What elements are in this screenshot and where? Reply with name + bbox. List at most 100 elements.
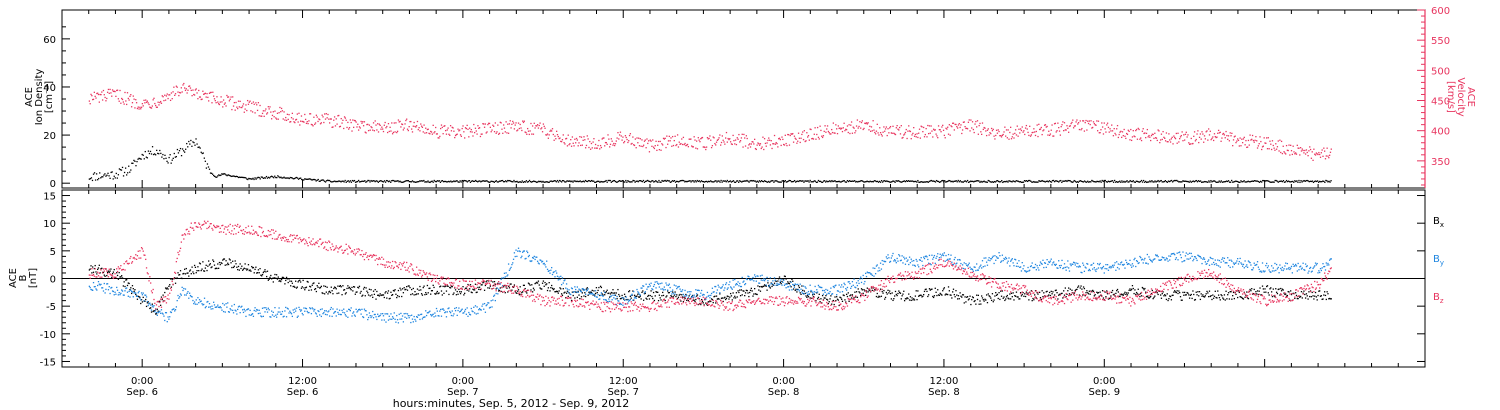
- data-point: [217, 103, 220, 105]
- data-point: [1139, 138, 1141, 140]
- data-point: [869, 125, 871, 128]
- data-point: [361, 295, 363, 297]
- data-point: [567, 134, 569, 136]
- data-point: [430, 290, 433, 292]
- data-point: [320, 122, 323, 124]
- data-point: [112, 271, 115, 273]
- data-point: [1096, 180, 1098, 183]
- data-point: [958, 298, 960, 300]
- data-point: [256, 272, 258, 274]
- data-point: [1070, 293, 1072, 296]
- data-point: [807, 134, 810, 137]
- data-point: [1050, 290, 1052, 293]
- data-point: [582, 139, 584, 141]
- data-point: [1209, 295, 1211, 298]
- data-point: [1049, 294, 1052, 297]
- data-point: [599, 181, 601, 183]
- data-point: [1067, 127, 1069, 129]
- data-point: [979, 300, 981, 302]
- data-point: [172, 91, 174, 93]
- data-point: [686, 181, 688, 183]
- data-point: [559, 180, 562, 182]
- data-point: [1140, 292, 1142, 295]
- data-point: [157, 152, 159, 155]
- data-point: [998, 130, 1000, 133]
- data-point: [546, 289, 549, 292]
- data-point: [1265, 142, 1267, 144]
- data-point: [270, 274, 272, 277]
- data-point: [691, 294, 694, 297]
- data-point: [1324, 291, 1326, 293]
- data-point: [539, 287, 541, 289]
- data-point: [495, 288, 497, 290]
- data-point: [274, 306, 276, 309]
- data-point: [430, 180, 432, 183]
- data-point: [216, 96, 218, 98]
- data-point: [1238, 181, 1240, 183]
- data-point: [1152, 297, 1154, 300]
- data-point: [180, 294, 182, 296]
- data-point: [150, 153, 153, 155]
- data-point: [378, 295, 380, 297]
- data-point: [1009, 293, 1011, 295]
- data-point: [937, 137, 939, 139]
- data-point: [211, 173, 214, 175]
- data-point: [196, 92, 198, 94]
- data-point: [403, 287, 405, 289]
- data-point: [444, 125, 446, 127]
- data-point: [1040, 298, 1042, 301]
- data-point: [483, 302, 486, 305]
- data-point: [685, 144, 687, 147]
- data-point: [628, 134, 631, 137]
- data-point: [163, 99, 165, 102]
- data-point: [354, 293, 356, 295]
- data-point: [1005, 296, 1008, 298]
- data-point: [888, 180, 890, 183]
- data-point: [520, 127, 522, 129]
- data-point: [521, 291, 523, 294]
- data-point: [324, 113, 326, 115]
- data-point: [944, 137, 946, 139]
- data-point: [1150, 295, 1152, 298]
- data-point: [747, 180, 749, 182]
- data-point: [1244, 144, 1246, 146]
- data-point: [144, 300, 146, 302]
- data-point: [1021, 181, 1024, 183]
- data-point: [219, 174, 221, 177]
- data-point: [931, 130, 933, 132]
- data-point: [107, 289, 110, 291]
- data-point: [1045, 180, 1047, 183]
- data-point: [928, 125, 931, 127]
- data-point: [647, 140, 650, 142]
- data-point: [197, 98, 199, 100]
- data-point: [860, 180, 862, 182]
- data-point: [953, 293, 955, 296]
- data-point: [1241, 138, 1243, 140]
- data-point: [1328, 180, 1330, 183]
- data-point: [1192, 142, 1194, 145]
- data-point: [268, 278, 270, 280]
- data-point: [1190, 137, 1192, 140]
- data-point: [211, 305, 213, 307]
- data-point: [375, 298, 377, 300]
- data-point: [612, 144, 614, 146]
- data-point: [394, 180, 396, 183]
- data-point: [408, 180, 411, 183]
- data-point: [399, 318, 401, 320]
- data-point: [1099, 132, 1101, 134]
- data-point: [299, 310, 302, 312]
- data-point: [1016, 296, 1018, 298]
- data-point: [767, 181, 769, 183]
- data-point: [1113, 179, 1116, 182]
- data-point: [1110, 180, 1113, 182]
- data-point: [121, 98, 124, 101]
- data-point: [712, 301, 714, 304]
- data-point: [275, 117, 277, 119]
- data-point: [429, 133, 431, 135]
- data-point: [446, 311, 448, 313]
- data-point: [1101, 290, 1104, 292]
- data-point: [762, 136, 764, 138]
- data-point: [1131, 136, 1134, 138]
- data-point: [325, 291, 327, 293]
- data-point: [644, 292, 646, 295]
